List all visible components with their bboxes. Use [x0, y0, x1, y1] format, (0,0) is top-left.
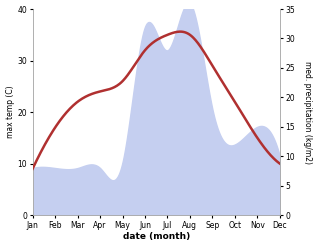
X-axis label: date (month): date (month) — [123, 232, 190, 242]
Y-axis label: max temp (C): max temp (C) — [5, 86, 15, 138]
Y-axis label: med. precipitation (kg/m2): med. precipitation (kg/m2) — [303, 61, 313, 164]
